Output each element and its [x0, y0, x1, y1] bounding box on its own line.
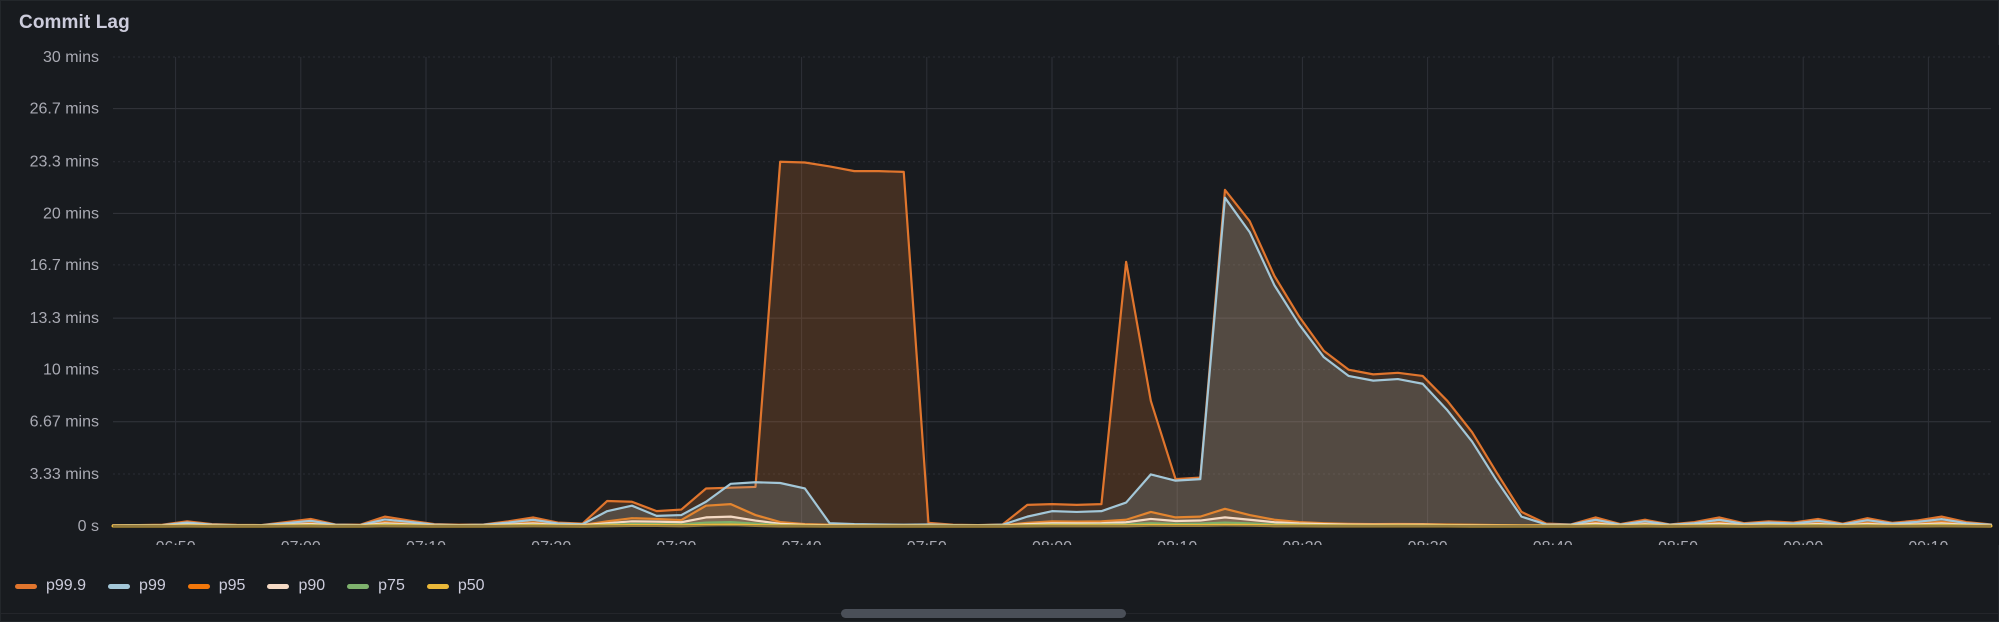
x-axis-tick-label: 07:10: [406, 539, 446, 545]
legend-item-p90[interactable]: p90: [267, 577, 325, 595]
y-axis-tick-label: 16.7 mins: [30, 257, 99, 274]
y-axis-labels: 0 s 3.33 mins 6.67 mins 10 mins 13.3 mins 16.…: [30, 49, 99, 535]
x-axis-tick-label: 07:00: [281, 539, 321, 545]
y-axis-tick-label: 26.7 mins: [30, 101, 99, 118]
x-axis-tick-label: 06:50: [156, 539, 196, 545]
y-axis-tick-label: 3.33 mins: [30, 466, 99, 483]
legend-swatch-icon: [108, 583, 131, 589]
y-axis-tick-label: 0 s: [78, 518, 99, 535]
scrollbar-thumb[interactable]: [841, 609, 1126, 618]
y-axis-tick-label: 13.3 mins: [30, 310, 99, 327]
legend-item-p75[interactable]: p75: [347, 577, 405, 595]
legend-item-p50[interactable]: p50: [426, 577, 485, 595]
legend-item-label: p90: [298, 577, 326, 594]
chart-legend: p99.9 p99 p95 p90 p75 p50: [15, 577, 507, 595]
horizontal-scrollbar[interactable]: [1, 607, 1999, 621]
x-axis-tick-label: 07:50: [907, 539, 947, 545]
x-axis-tick-label: 08:20: [1282, 539, 1322, 545]
y-axis-tick-label: 20 mins: [43, 205, 99, 222]
legend-swatch-icon: [426, 583, 449, 589]
x-axis-tick-label: 07:40: [782, 539, 822, 545]
x-axis-tick-label: 08:30: [1408, 539, 1448, 545]
timeseries-chart[interactable]: 0 s 3.33 mins 6.67 mins 10 mins 13.3 mins 16.…: [1, 45, 1999, 545]
page-title: Commit Lag: [19, 12, 130, 33]
legend-item-label: p99.9: [46, 577, 87, 594]
x-axis-tick-label: 07:30: [656, 539, 696, 545]
x-axis-tick-label: 08:50: [1658, 539, 1698, 545]
chart-background: [1, 45, 1999, 545]
legend-item-label: p99: [139, 577, 166, 594]
y-axis-tick-label: 6.67 mins: [30, 414, 99, 431]
legend-item-p95[interactable]: p95: [187, 577, 246, 595]
x-axis-tick-label: 09:00: [1783, 539, 1823, 545]
legend-swatch-icon: [187, 583, 210, 589]
panel-header: Commit Lag: [1, 1, 1998, 45]
legend-swatch-icon: [15, 583, 37, 589]
x-axis-tick-label: 08:10: [1157, 539, 1197, 545]
grid-lines: [113, 56, 1991, 527]
x-axis-tick-label: 07:20: [531, 539, 571, 545]
legend-swatch-icon: [347, 583, 370, 589]
chart-plot-area[interactable]: 0 s 3.33 mins 6.67 mins 10 mins 13.3 mins 16.…: [1, 45, 1999, 545]
y-axis-tick-label: 10 mins: [43, 362, 99, 379]
y-axis-tick-label: 30 mins: [43, 49, 99, 66]
legend-item-label: p50: [457, 577, 485, 594]
x-axis-tick-label: 08:00: [1032, 539, 1072, 545]
x-axis-labels: 06:50 07:00 07:10 07:20 07:30 07:40 07:50 08:00…: [156, 539, 1949, 545]
legend-item-p99[interactable]: p99: [108, 577, 166, 595]
legend-item-label: p75: [378, 577, 405, 594]
y-axis-tick-label: 23.3 mins: [30, 154, 99, 171]
x-axis-tick-label: 09:10: [1908, 539, 1948, 545]
legend-item-p99-9[interactable]: p99.9: [15, 577, 86, 595]
x-axis-tick-label: 08:40: [1533, 539, 1573, 545]
legend-swatch-icon: [267, 583, 290, 589]
legend-item-label: p95: [218, 577, 246, 594]
